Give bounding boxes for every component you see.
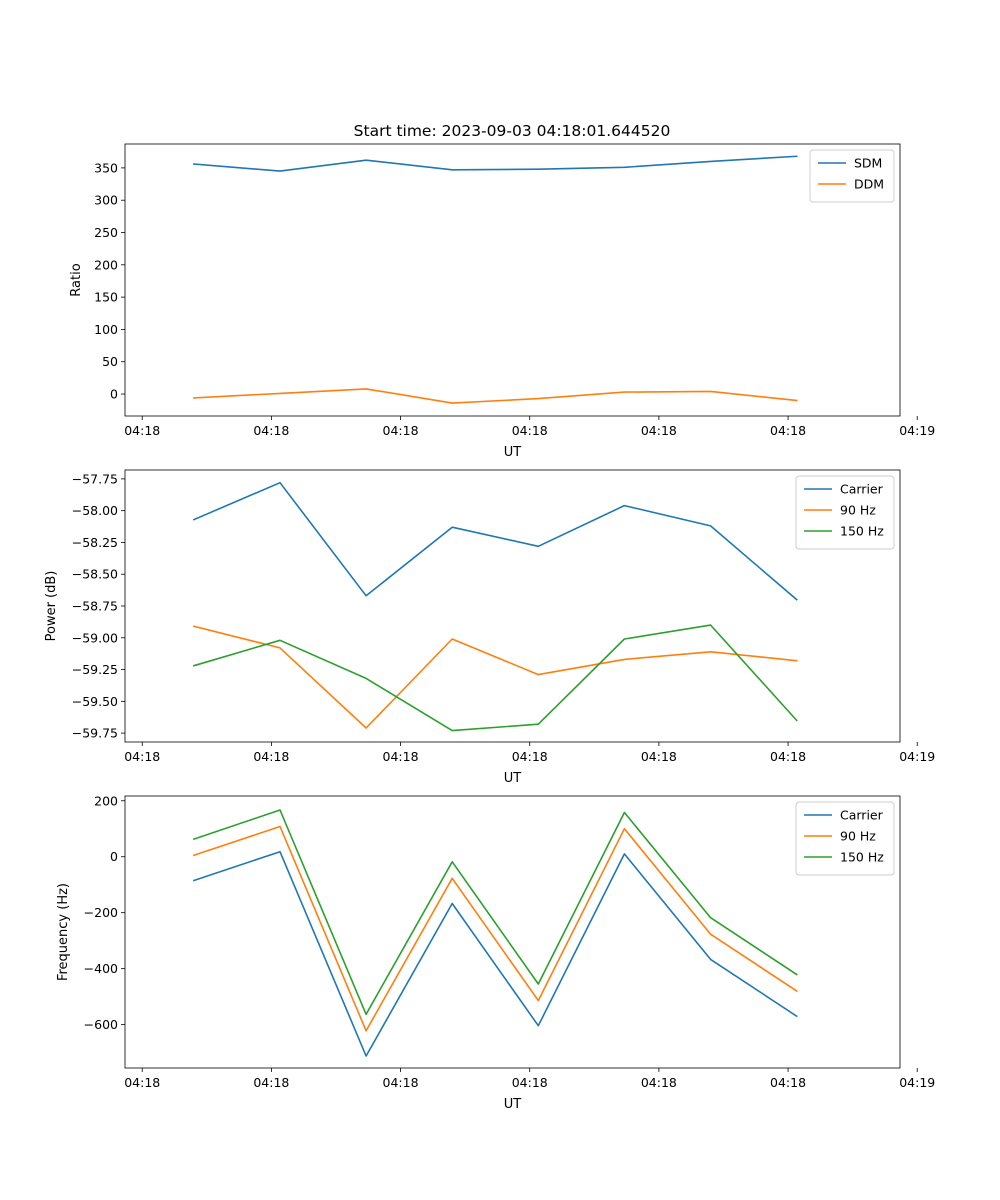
x-tick-label: 04:19: [899, 749, 935, 764]
y-tick-label: 0: [110, 849, 118, 864]
y-axis-label: Frequency (Hz): [56, 883, 71, 981]
subplot-3: 04:18 04:18 04:18 04:18 04:18 04:18 04:19 200 0 −…: [56, 793, 935, 1112]
y-tick-label: −58.50: [72, 567, 118, 582]
x-tick-label: 04:18: [512, 749, 548, 764]
y-tick-label: 350: [94, 160, 118, 175]
y-tick-label: −57.75: [72, 471, 118, 486]
legend-label: Carrier: [840, 482, 884, 497]
x-tick-label: 04:18: [641, 423, 677, 438]
y-axis-label: Ratio: [69, 263, 84, 296]
y-tick-label: −58.00: [72, 503, 118, 518]
subplot-1: 04:18 04:18 04:18 04:18 04:18 04:18 04:19 0 50 10…: [69, 143, 935, 460]
axes-frame: [124, 795, 901, 1069]
y-tick-label: −58.75: [72, 599, 118, 614]
subplot-2: 04:18 04:18 04:18 04:18 04:18 04:18 04:19 −57.7…: [44, 469, 935, 786]
x-tick-label: 04:18: [770, 1075, 806, 1090]
x-tick-label: 04:18: [512, 423, 548, 438]
x-tick-label: 04:19: [899, 423, 935, 438]
y-tick-label: −200: [84, 905, 118, 920]
legend-label: 90 Hz: [840, 503, 876, 518]
y-tick-label: 200: [94, 793, 118, 808]
x-axis-label: UT: [504, 1097, 522, 1112]
series-line-150-hz: [192, 809, 798, 1016]
x-tick-label: 04:18: [770, 749, 806, 764]
y-tick-label: −400: [84, 961, 118, 976]
series-line-carrier: [192, 481, 798, 601]
legend-label: SDM: [854, 156, 882, 171]
x-tick-label: 04:18: [124, 1075, 160, 1090]
legend: SDM DDM: [809, 149, 895, 203]
series-line-90-hz: [192, 825, 798, 1032]
legend-label: DDM: [854, 177, 884, 192]
y-tick-label: −59.75: [72, 726, 118, 741]
x-tick-label: 04:18: [512, 1075, 548, 1090]
y-tick-label: 150: [94, 290, 118, 305]
series-line-90-hz: [192, 625, 798, 729]
series-line-sdm: [193, 155, 798, 172]
x-axis-label: UT: [504, 445, 522, 460]
x-axis-label: UT: [504, 771, 522, 786]
x-tick-label: 04:18: [641, 1075, 677, 1090]
series-line-ddm: [193, 388, 798, 404]
y-tick-label: 100: [94, 322, 118, 337]
axes-frame: [124, 143, 901, 417]
x-tick-label: 04:18: [383, 1075, 419, 1090]
plots: 04:18 04:18 04:18 04:18 04:18 04:18 04:19 0 50 10…: [44, 143, 935, 1112]
figure-title: Start time: 2023-09-03 04:18:01.644520: [354, 122, 671, 140]
x-tick-label: 04:18: [124, 749, 160, 764]
x-tick-label: 04:18: [383, 749, 419, 764]
y-tick-label: 250: [94, 225, 118, 240]
x-tick-label: 04:18: [641, 749, 677, 764]
x-tick-label: 04:18: [253, 1075, 289, 1090]
legend-label: Carrier: [840, 808, 884, 823]
legend-label: 150 Hz: [840, 850, 884, 865]
y-tick-label: −58.25: [72, 535, 118, 550]
legend: Carrier 90 Hz 150 Hz: [795, 475, 895, 550]
y-tick-label: −59.50: [72, 694, 118, 709]
x-tick-label: 04:18: [253, 423, 289, 438]
y-tick-label: 200: [94, 257, 118, 272]
series-line-150-hz: [192, 624, 798, 732]
y-tick-label: −600: [84, 1017, 118, 1032]
x-tick-label: 04:18: [770, 423, 806, 438]
y-tick-label: −59.25: [72, 662, 118, 677]
x-tick-label: 04:18: [253, 749, 289, 764]
legend-label: 150 Hz: [840, 524, 884, 539]
series-line-carrier: [192, 850, 798, 1057]
y-tick-label: 300: [94, 193, 118, 208]
x-tick-label: 04:18: [124, 423, 160, 438]
y-tick-label: 0: [110, 387, 118, 402]
y-tick-label: 50: [102, 354, 118, 369]
legend: Carrier 90 Hz 150 Hz: [795, 801, 895, 876]
y-axis-label: Power (dB): [44, 571, 59, 642]
x-tick-label: 04:18: [383, 423, 419, 438]
legend-label: 90 Hz: [840, 829, 876, 844]
x-tick-label: 04:19: [899, 1075, 935, 1090]
y-tick-label: −59.00: [72, 630, 118, 645]
